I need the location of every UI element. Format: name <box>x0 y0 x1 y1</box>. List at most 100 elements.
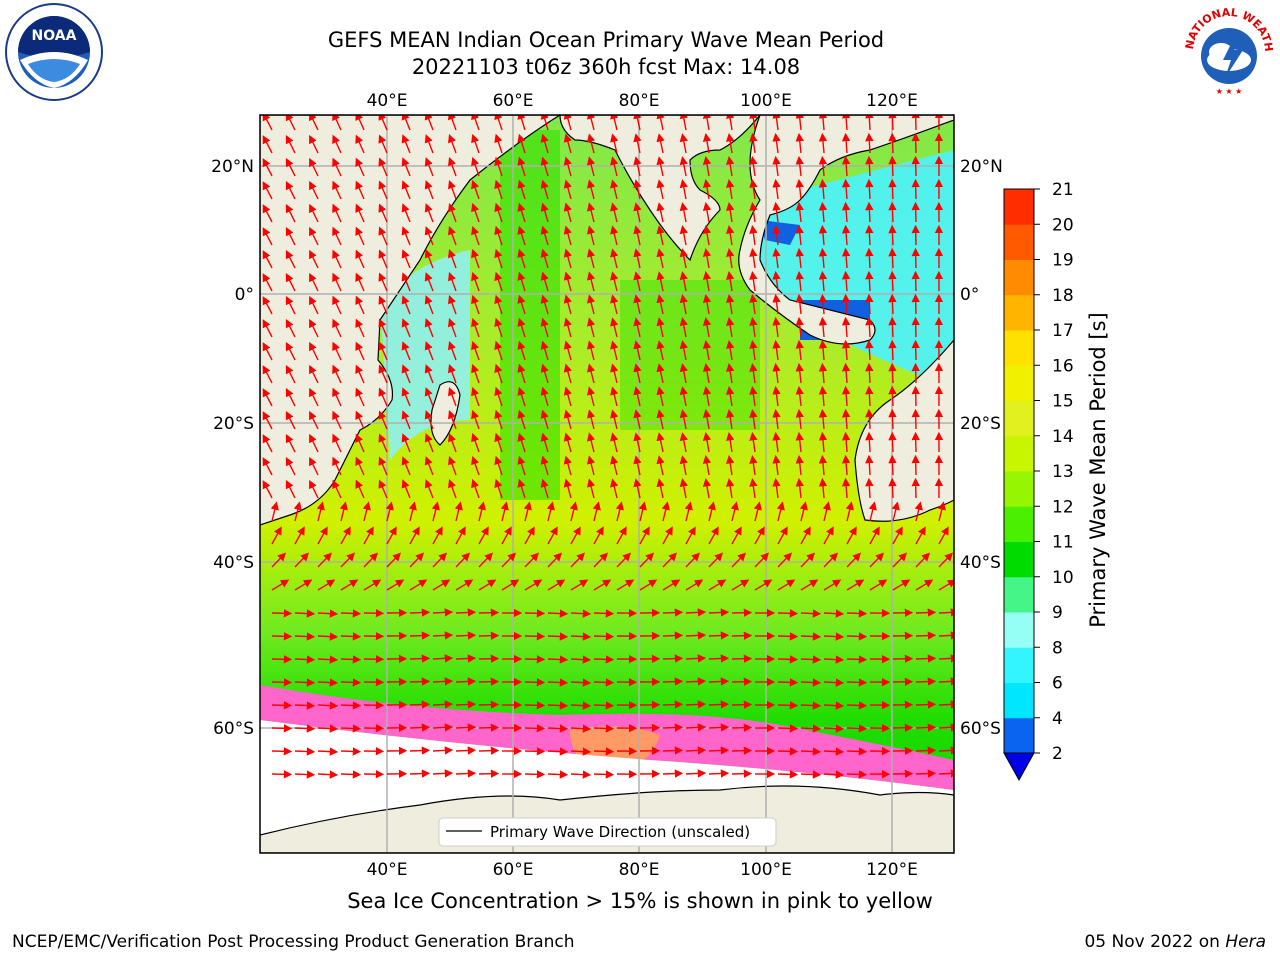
wave-direction-arrow <box>424 364 434 384</box>
wave-direction-arrow <box>818 454 828 476</box>
wave-direction-arrow <box>570 609 592 618</box>
wave-direction-arrow <box>610 133 619 154</box>
wave-direction-arrow <box>431 501 440 522</box>
wave-direction-arrow <box>409 769 431 778</box>
wave-direction-arrow <box>795 178 804 200</box>
wave-direction-arrow <box>285 456 296 476</box>
wave-direction-arrow <box>915 769 937 778</box>
colorbar-tick-label: 11 <box>1052 533 1074 553</box>
wave-direction-arrow <box>501 579 520 591</box>
wave-direction-arrow <box>915 654 937 663</box>
wave-direction-arrow <box>294 632 316 641</box>
wave-direction-arrow <box>478 579 497 591</box>
wave-direction-arrow <box>656 225 665 246</box>
wave-direction-arrow <box>540 317 549 338</box>
wave-direction-arrow <box>841 385 851 407</box>
wave-direction-arrow <box>563 294 572 315</box>
wave-direction-arrow <box>477 501 486 522</box>
colorbar-segment <box>1004 612 1034 648</box>
wave-direction-arrow <box>593 552 609 568</box>
wave-direction-arrow <box>523 501 532 522</box>
wave-direction-arrow <box>517 202 526 223</box>
wave-direction-arrow <box>754 579 773 591</box>
wave-direction-arrow <box>494 386 503 407</box>
wave-direction-arrow <box>262 273 273 292</box>
wave-direction-arrow <box>777 579 796 591</box>
wave-direction-arrow <box>915 608 937 617</box>
wave-direction-arrow <box>795 362 804 384</box>
wave-direction-arrow <box>471 248 480 269</box>
wave-direction-arrow <box>478 552 494 568</box>
wave-direction-arrow <box>586 271 596 292</box>
wave-direction-arrow <box>570 770 592 779</box>
lat-label-right: 20°N <box>960 157 1003 177</box>
wave-direction-arrow <box>708 723 730 732</box>
wave-direction-arrow <box>865 178 874 200</box>
wave-direction-arrow <box>633 478 642 499</box>
wave-direction-arrow <box>424 226 434 246</box>
wave-direction-arrow <box>401 272 411 292</box>
wave-direction-arrow <box>777 770 799 779</box>
wave-direction-arrow <box>610 478 619 499</box>
wave-direction-arrow <box>685 700 707 709</box>
wave-direction-arrow <box>731 552 747 568</box>
wave-direction-arrow <box>547 526 558 545</box>
lon-label-top: 40°E <box>367 91 408 111</box>
wave-direction-arrow <box>271 552 287 568</box>
wave-direction-arrow <box>494 363 503 384</box>
wave-direction-arrow <box>888 477 897 499</box>
wave-direction-arrow <box>679 432 688 453</box>
wave-direction-arrow <box>702 294 712 315</box>
wave-direction-arrow <box>471 340 480 361</box>
wave-direction-arrow <box>702 115 712 131</box>
wave-direction-arrow <box>679 478 688 499</box>
wave-direction-arrow <box>662 608 684 617</box>
svg-text:★ ★ ★: ★ ★ ★ <box>1216 87 1243 96</box>
wave-direction-arrow <box>385 501 394 522</box>
wave-direction-arrow <box>563 455 572 476</box>
wave-direction-arrow <box>726 248 735 269</box>
lat-label-left: 0° <box>235 285 254 305</box>
wave-direction-arrow <box>795 270 804 292</box>
wave-direction-arrow <box>795 201 804 223</box>
wave-direction-arrow <box>563 115 572 131</box>
wave-direction-arrow <box>432 608 454 617</box>
wave-direction-arrow <box>355 115 365 131</box>
wave-direction-arrow <box>409 654 431 663</box>
wave-direction-arrow <box>938 677 954 686</box>
wave-direction-arrow <box>639 526 650 545</box>
wave-direction-arrow <box>610 317 619 338</box>
colorbar-extend-arrow <box>1003 752 1035 782</box>
footer-host: Hera <box>1225 932 1266 952</box>
wave-direction-arrow <box>471 317 480 338</box>
wave-direction-arrow <box>294 609 316 618</box>
wave-direction-arrow <box>524 552 540 568</box>
wave-direction-arrow <box>285 180 296 200</box>
wave-direction-arrow <box>285 387 296 407</box>
wave-direction-arrow <box>616 552 632 568</box>
wave-direction-arrow <box>679 179 688 200</box>
colorbar-tick-label: 20 <box>1052 215 1074 235</box>
wave-direction-arrow <box>846 552 862 568</box>
wave-direction-arrow <box>401 295 411 315</box>
wave-direction-arrow <box>841 270 851 292</box>
lat-label-right: 0° <box>960 285 979 305</box>
wave-direction-arrow <box>448 226 457 246</box>
wave-direction-arrow <box>362 501 371 522</box>
lon-label-top: 100°E <box>740 91 792 111</box>
wave-direction-arrow <box>846 724 868 733</box>
wave-direction-arrow <box>702 317 712 338</box>
colorbar-tick-label: 6 <box>1052 674 1063 694</box>
wave-direction-arrow <box>865 431 874 453</box>
wave-direction-arrow <box>702 409 712 430</box>
wave-direction-arrow <box>355 387 365 407</box>
wave-direction-arrow <box>639 579 658 591</box>
colorbar-segment <box>1004 682 1034 719</box>
wave-direction-arrow <box>915 677 937 686</box>
wave-direction-arrow <box>262 411 273 430</box>
wave-direction-arrow <box>262 434 273 453</box>
colorbar-segment <box>1004 717 1034 754</box>
wave-direction-arrow <box>448 433 457 453</box>
wave-direction-arrow <box>938 526 949 545</box>
wave-direction-arrow <box>776 501 785 522</box>
